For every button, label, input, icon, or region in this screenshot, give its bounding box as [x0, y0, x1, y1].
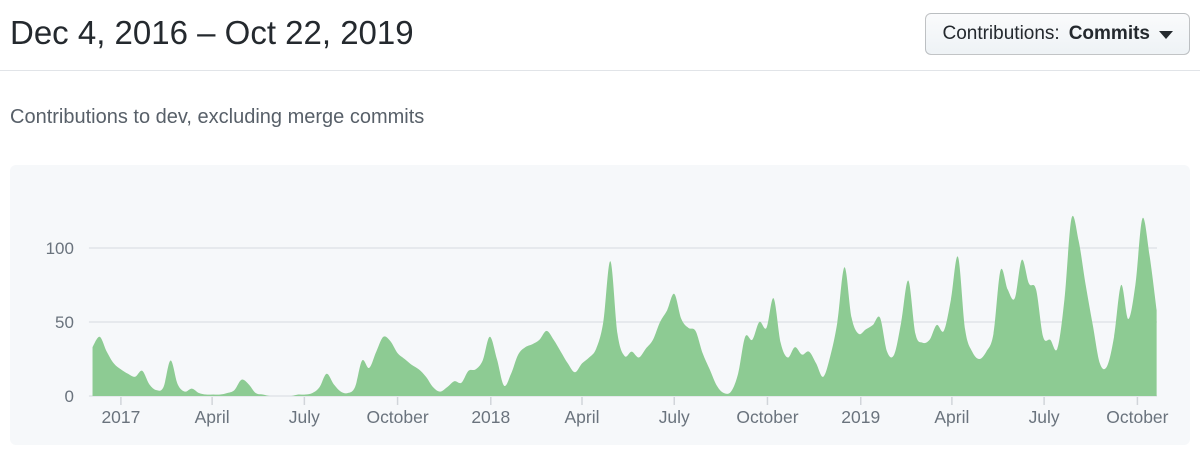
y-axis-label-0: 0 — [64, 387, 73, 406]
x-axis-label-10: July — [1029, 407, 1060, 427]
x-axis-label-2: July — [289, 407, 320, 427]
header-divider — [0, 70, 1200, 71]
y-axis-label-50: 50 — [55, 313, 74, 332]
y-axis-label-100: 100 — [46, 239, 74, 258]
x-axis-label-3: October — [366, 407, 428, 427]
x-axis-label-8: 2019 — [841, 407, 880, 427]
x-axis-label-7: October — [736, 407, 798, 427]
x-axis-label-9: April — [934, 407, 969, 427]
page-title: Dec 4, 2016 – Oct 22, 2019 — [10, 14, 414, 51]
chart-subtitle: Contributions to dev, excluding merge co… — [10, 106, 425, 128]
x-axis-label-6: July — [659, 407, 690, 427]
x-axis-label-5: April — [565, 407, 600, 427]
caret-down-icon — [1159, 31, 1173, 39]
dropdown-selected-value: Commits — [1068, 23, 1150, 44]
contributions-type-dropdown[interactable]: Contributions: Commits — [925, 13, 1190, 55]
header: Dec 4, 2016 – Oct 22, 2019 Contributions… — [10, 0, 1190, 55]
x-axis-label-0: 2017 — [101, 407, 140, 427]
x-axis-label-4: 2018 — [471, 407, 510, 427]
x-axis-label-11: October — [1106, 407, 1168, 427]
x-axis-label-1: April — [195, 407, 230, 427]
dropdown-label: Contributions: — [942, 23, 1060, 44]
commit-activity-card: 0 50 100 2017 April July October 2018 April July O… — [10, 165, 1190, 445]
contributions-page: Dec 4, 2016 – Oct 22, 2019 Contributions… — [0, 0, 1200, 445]
commits-area-series — [92, 215, 1157, 396]
commit-activity-area-chart: 0 50 100 2017 April July October 2018 April July O… — [46, 215, 1169, 427]
